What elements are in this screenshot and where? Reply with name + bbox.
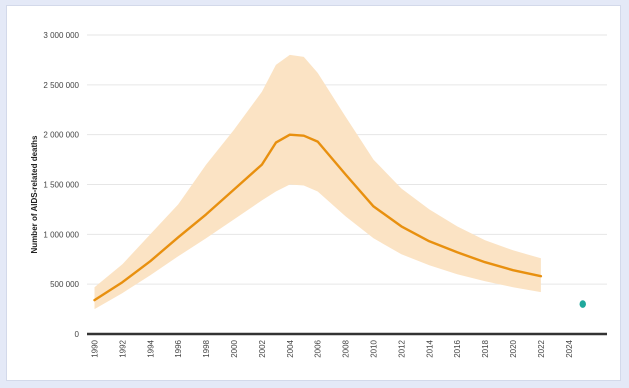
x-tick-label: 2014: [425, 339, 434, 357]
x-tick-label: 2018: [481, 339, 490, 357]
x-tick-label: 2024: [565, 339, 574, 357]
y-tick-label: 1 500 000: [43, 181, 79, 190]
aids-deaths-chart: 0 500 000 1 000 000 1 500 000 2 000 000 2 500…: [30, 31, 607, 358]
y-tick-label: 2 000 000: [43, 131, 79, 140]
x-tick-labels: 1990 1992 1994 1996 1998 2000 2002 2004 2006 2008…: [91, 339, 574, 357]
target-point: [579, 300, 586, 308]
x-tick-label: 2020: [509, 339, 518, 357]
x-tick-label: 2012: [397, 339, 406, 357]
target-point-group: [579, 300, 586, 308]
uncertainty-band: [94, 54, 541, 310]
x-tick-label: 2016: [453, 339, 462, 357]
x-tick-label: 1992: [118, 339, 127, 357]
y-axis-title: Number of AIDS-related deaths: [30, 135, 39, 253]
x-tick-label: 1996: [174, 339, 183, 357]
series-line-group: [93, 133, 543, 302]
uncertainty-band-group: [94, 54, 541, 310]
y-tick-label: 500 000: [50, 280, 79, 289]
series-line: [93, 133, 543, 302]
chart-frame: 0 500 000 1 000 000 1 500 000 2 000 000 2 500…: [6, 5, 621, 381]
y-tick-labels: 0 500 000 1 000 000 1 500 000 2 000 000 2 500…: [43, 31, 79, 339]
y-tick-label: 3 000 000: [43, 31, 79, 40]
x-tick-label: 1990: [91, 339, 100, 357]
x-tick-label: 2000: [230, 339, 239, 357]
x-tick-label: 1994: [146, 339, 155, 357]
y-tick-label: 2 500 000: [43, 81, 79, 90]
x-tick-label: 2022: [537, 339, 546, 357]
x-tick-label: 2008: [342, 339, 351, 357]
y-tick-label: 0: [75, 330, 80, 339]
x-tick-label: 1998: [202, 339, 211, 357]
x-tick-label: 2002: [258, 339, 267, 357]
x-tick-label: 2006: [314, 339, 323, 357]
y-tick-label: 1 000 000: [43, 230, 79, 239]
x-tick-label: 2010: [370, 339, 379, 357]
x-tick-label: 2004: [286, 339, 295, 357]
